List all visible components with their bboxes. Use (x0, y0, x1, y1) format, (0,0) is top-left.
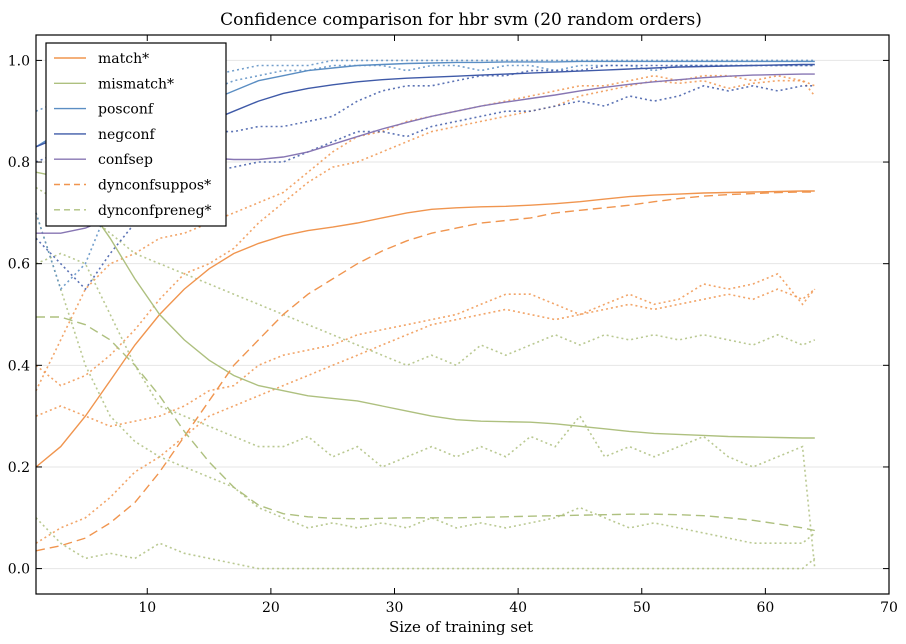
legend-label: confsep (98, 152, 153, 168)
individual-run-line (35, 252, 816, 569)
legend-label: dynconfpreneg* (98, 203, 212, 219)
legend-label: match* (98, 51, 149, 67)
axis-ticks: 0.0 0.2 0.4 0.6 0.8 1.0 10 20 30 40 50 60 70 (8, 35, 898, 616)
y-tick-label: 0.2 (8, 460, 30, 476)
x-axis-label: Size of training set (389, 618, 533, 636)
legend-label: mismatch* (98, 76, 174, 92)
legend-label: negconf (98, 127, 157, 143)
legend-label: posconf (98, 102, 155, 118)
x-tick-label: 60 (756, 600, 774, 616)
x-tick-label: 50 (633, 600, 651, 616)
individual-run-line (35, 79, 816, 387)
individual-run-line (35, 288, 816, 544)
individual-run-line (35, 517, 816, 570)
legend-box (45, 42, 227, 227)
series-line-mismatch (35, 171, 815, 439)
legend: match* mismatch* posconf negconf confsep dync… (45, 42, 227, 227)
y-tick-label: 0.4 (8, 358, 30, 374)
individual-run-line (35, 186, 816, 367)
x-tick-label: 30 (386, 600, 404, 616)
chart-title: Confidence comparison for hbr svm (20 ra… (220, 10, 702, 30)
individual-run-line (35, 212, 816, 544)
individual-run-line (35, 59, 815, 112)
x-tick-label: 20 (262, 600, 280, 616)
plot-area-frame (35, 34, 890, 595)
series-line-match (35, 190, 815, 468)
series-line-dynconfsuppos (35, 191, 815, 552)
y-tick-label: 0.0 (8, 562, 30, 578)
y-tick-label: 0.8 (8, 155, 30, 171)
x-tick-label: 70 (880, 600, 898, 616)
y-tick-label: 0.6 (8, 257, 30, 273)
y-tick-label: 1.0 (8, 53, 30, 69)
x-tick-label: 40 (509, 600, 527, 616)
individual-run-line (35, 272, 816, 428)
x-tick-label: 10 (138, 600, 156, 616)
legend-label: dynconfsuppos* (98, 178, 211, 194)
series-line-dynconfpreneg (36, 316, 815, 532)
individual-run-line (35, 64, 815, 291)
